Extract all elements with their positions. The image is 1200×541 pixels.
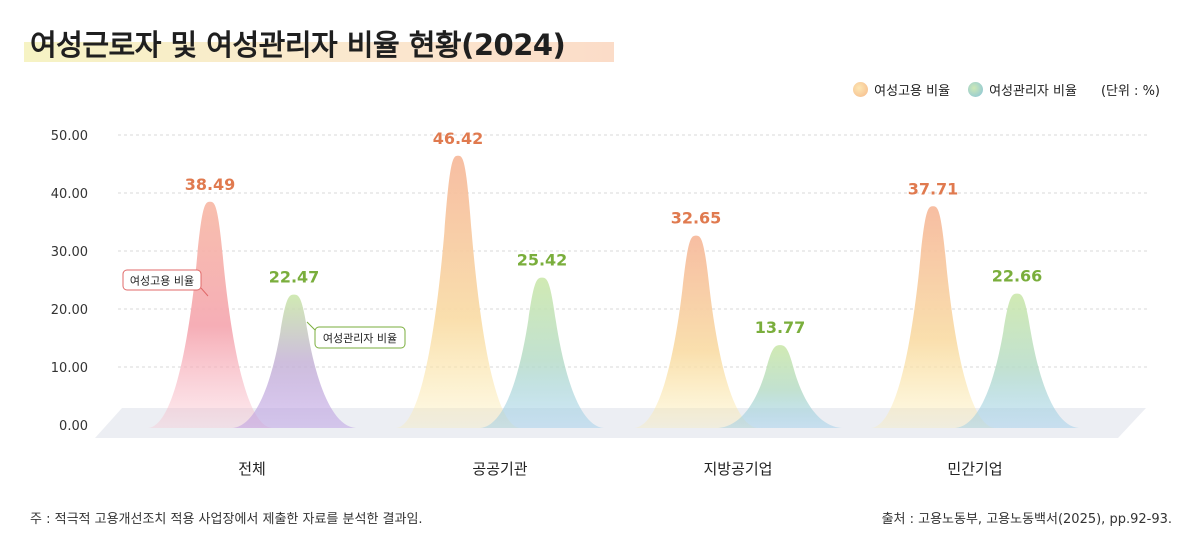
callout-pointer-employment xyxy=(200,287,209,297)
value-label-employment: 32.65 xyxy=(671,209,722,228)
source-note: 출처 : 고용노동부, 고용노동백서(2025), pp.92-93. xyxy=(881,512,1172,527)
peak-employment xyxy=(148,201,272,428)
legend: 여성고용 비율 여성관리자 비율 (단위 : %) xyxy=(853,80,1160,99)
y-tick-label: 30.00 xyxy=(51,245,88,260)
peak-employment xyxy=(871,206,995,428)
legend-label-manager: 여성관리자 비율 xyxy=(989,84,1077,99)
y-tick-label: 0.00 xyxy=(59,419,88,434)
title-block: 여성근로자 및 여성관리자 비율 현황(2024) xyxy=(24,18,614,66)
peak-employment xyxy=(634,235,758,428)
footnote: 주 : 적극적 고용개선조치 적용 사업장에서 제출한 자료를 분석한 결과임. xyxy=(30,512,423,527)
chart-floor xyxy=(95,408,1146,438)
callout-pointer-manager xyxy=(306,321,316,331)
legend-label-employment: 여성고용 비율 xyxy=(874,84,951,99)
callout-box-manager xyxy=(314,326,406,349)
legend-item-employment: 여성고용 비율 xyxy=(853,80,950,99)
peak-manager xyxy=(480,277,604,428)
category-label: 지방공기업 xyxy=(703,460,772,478)
value-label-manager: 13.77 xyxy=(755,318,806,337)
label-layer: 38.49 22.47 전체 46.42 25.42 공공기관 32.65 13.77 지방공기… xyxy=(185,129,1043,478)
legend-swatch-manager xyxy=(968,82,984,97)
peak-manager xyxy=(718,345,842,428)
title-highlight xyxy=(24,42,614,62)
y-tick-label: 10.00 xyxy=(51,361,88,376)
value-label-manager: 22.66 xyxy=(992,267,1043,286)
callout-text-manager: 여성관리자 비율 xyxy=(323,332,397,345)
peak-employment xyxy=(396,155,520,428)
grid-layer: 50.00 40.00 30.00 20.00 10.00 0.00 xyxy=(51,129,1150,434)
y-tick-label: 40.00 xyxy=(51,187,88,202)
value-label-manager: 22.47 xyxy=(269,268,320,287)
y-tick-label: 20.00 xyxy=(51,303,88,318)
category-label: 전체 xyxy=(238,460,266,478)
category-label: 민간기업 xyxy=(947,460,1002,478)
unit-label: (단위 : %) xyxy=(1100,84,1160,99)
value-label-employment: 37.71 xyxy=(908,179,959,198)
value-label-employment: 46.42 xyxy=(433,129,484,148)
callout-box-employment xyxy=(122,269,202,291)
peak-manager xyxy=(232,294,356,428)
chart-title: 여성근로자 및 여성관리자 비율 현황(2024) xyxy=(30,28,566,62)
legend-swatch-employment xyxy=(853,82,869,97)
category-label: 공공기관 xyxy=(472,460,527,478)
value-label-employment: 38.49 xyxy=(185,175,236,194)
callout-text-employment: 여성고용 비율 xyxy=(130,275,194,288)
series-layer xyxy=(148,155,1079,428)
value-label-manager: 25.42 xyxy=(517,251,568,270)
legend-item-manager: 여성관리자 비율 xyxy=(968,80,1077,99)
peak-manager xyxy=(955,293,1079,428)
y-tick-label: 50.00 xyxy=(51,129,88,144)
